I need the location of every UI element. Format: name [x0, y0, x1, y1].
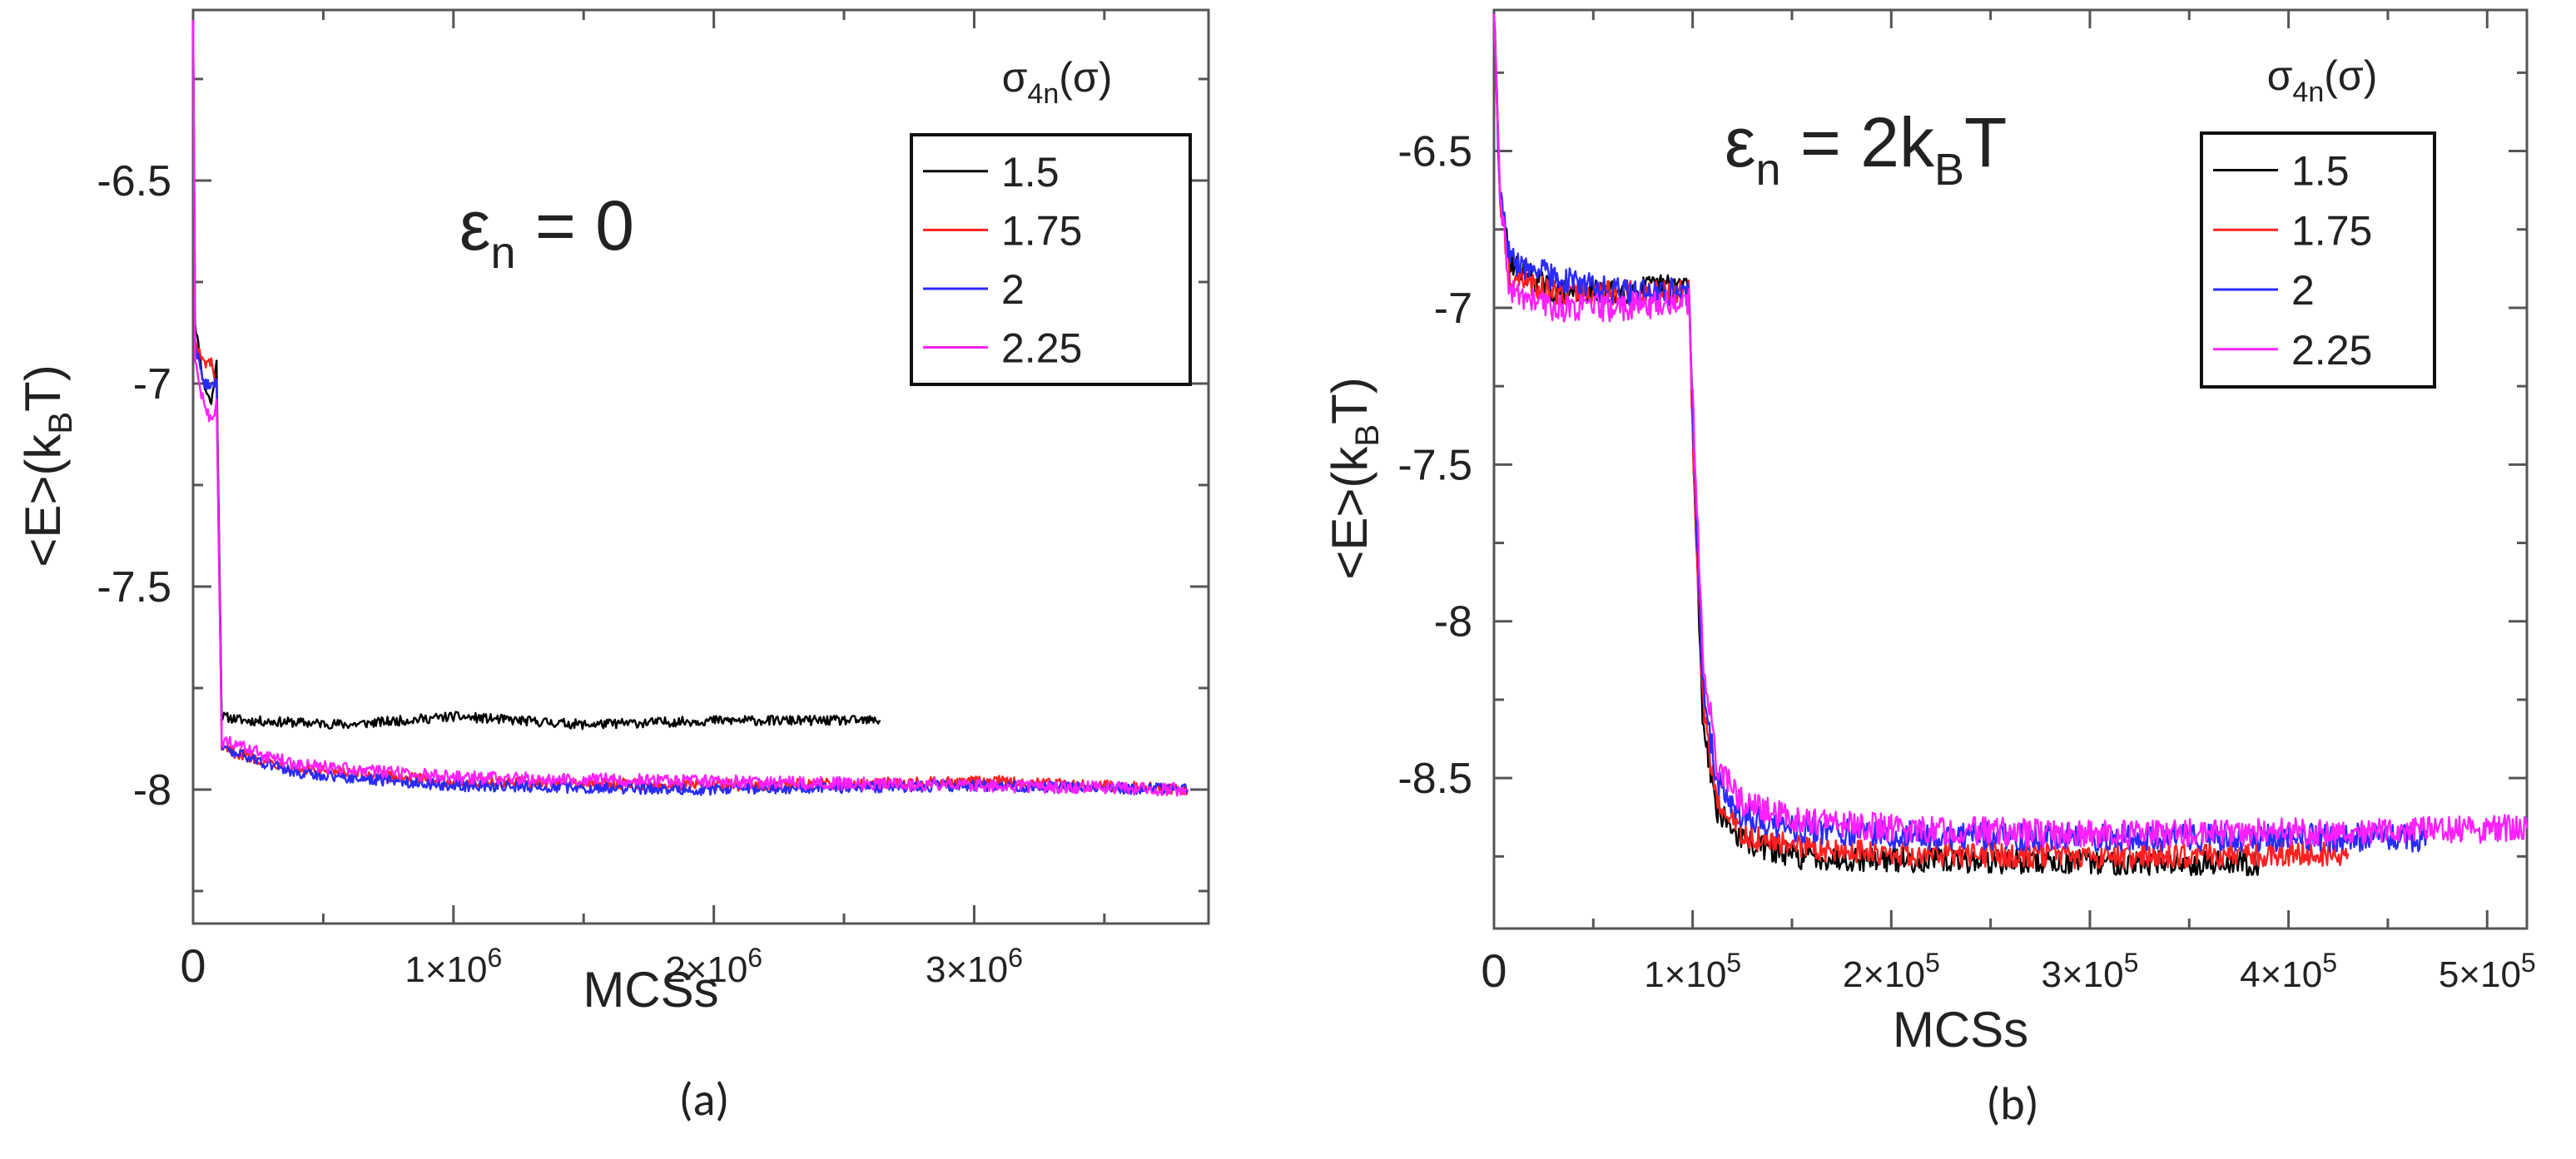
x-axis-label: MCSs — [1893, 1002, 2028, 1057]
x-tick-label: 4×105 — [2240, 948, 2337, 995]
panel-caption: (b) — [1986, 1076, 2038, 1132]
legend-entry-label: 2 — [1001, 266, 1025, 313]
x-axis-label: MCSs — [583, 962, 718, 1018]
legend-title: σ4n(σ) — [1002, 54, 1113, 110]
panel-caption: (a) — [679, 1072, 730, 1128]
y-axis-label: <E>(kBT) — [1322, 377, 1386, 579]
series-line-2 — [191, 20, 1189, 796]
legend-entry-label: 1.5 — [1001, 149, 1060, 196]
y-tick-label: -6.5 — [97, 157, 171, 206]
x-tick-label: 5×105 — [2439, 948, 2536, 995]
y-axis-label: <E>(kBT) — [15, 364, 79, 567]
series-line-2-25 — [191, 20, 1189, 797]
y-tick-label: -7.5 — [97, 563, 171, 612]
legend-entry-label: 1.75 — [1001, 207, 1082, 254]
legend-box — [910, 133, 1192, 386]
x-tick-label: 2×105 — [1843, 948, 1940, 995]
x-tick-label: 0 — [1481, 944, 1506, 997]
panel-annotation: εn = 2kBT — [1725, 103, 2007, 195]
legend-entry-label: 2 — [2291, 267, 2315, 314]
legend-entry-label: 2.25 — [1001, 325, 1082, 372]
x-tick-label: 2×106 — [665, 943, 762, 990]
y-tick-label: -8.5 — [1397, 755, 1472, 803]
x-tick-label: 1×106 — [405, 943, 502, 990]
y-tick-label: -7 — [1434, 285, 1472, 333]
series-line-1-5 — [191, 20, 881, 731]
legend-title: σ4n(σ) — [2267, 52, 2378, 108]
legend-entry-label: 1.75 — [2291, 207, 2372, 254]
series-line-2-25 — [1492, 13, 2529, 849]
x-tick-label: 3×106 — [926, 943, 1023, 990]
chart-panel-b: 0 1×105 2×105 3×105 4×105 5×105 -6.5 -7 -7.5 -8 -8… — [1322, 8, 2536, 1132]
legend-box — [2200, 131, 2436, 389]
plot-frame — [191, 8, 1210, 925]
chart-panel-a: 0 1×106 2×106 3×106 -6.5 -7 -7.5 -8 MCSs <E>(kBT)… — [15, 8, 1210, 1128]
y-tick-label: -8 — [133, 766, 171, 815]
plot-frame — [1492, 8, 2529, 930]
legend-entry-label: 1.5 — [2291, 147, 2350, 194]
y-tick-label: -8 — [1434, 598, 1472, 646]
y-tick-label: -6.5 — [1397, 128, 1472, 176]
x-tick-label: 3×105 — [2042, 948, 2139, 995]
series-line-1-75 — [1492, 15, 2350, 869]
panel-annotation: εn = 0 — [459, 186, 634, 278]
y-tick-label: -7 — [133, 360, 171, 409]
legend-entry-label: 2.25 — [2291, 327, 2372, 374]
y-tick-label: -7.5 — [1397, 441, 1472, 489]
x-tick-label: 1×105 — [1644, 948, 1741, 995]
x-tick-label: 0 — [180, 939, 206, 992]
